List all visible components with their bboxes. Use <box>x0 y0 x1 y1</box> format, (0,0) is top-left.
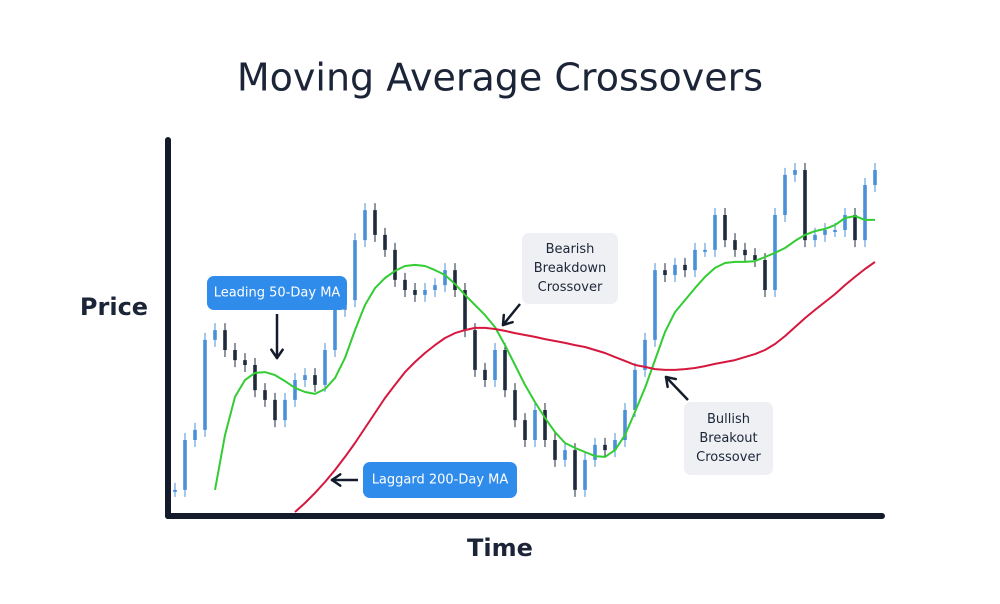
annotation-arrowhead <box>664 375 669 389</box>
annotation-text: Crossover <box>696 450 761 465</box>
candle-body <box>683 264 687 271</box>
candle-body <box>273 399 277 421</box>
candle-body <box>693 249 697 271</box>
candle-body <box>723 215 727 241</box>
candle-body <box>373 210 377 235</box>
candle-body <box>563 450 567 460</box>
annotation-text: Laggard 200-Day MA <box>372 473 509 488</box>
annotation-box <box>522 233 618 304</box>
moving-average-line <box>214 215 875 491</box>
candle-body <box>333 309 337 350</box>
candle-body <box>173 489 177 492</box>
annotation-arrowhead <box>501 313 506 327</box>
candle-body <box>303 375 307 380</box>
moving-average-line <box>294 261 876 513</box>
candle-body <box>743 249 747 256</box>
candle-body <box>463 290 467 331</box>
annotation-text: Breakdown <box>534 261 607 276</box>
candle-body <box>443 270 447 286</box>
candle-body <box>673 264 677 275</box>
candle-body <box>633 369 637 410</box>
candle-body <box>783 174 787 215</box>
candle-body <box>393 249 397 280</box>
candle-body <box>873 170 877 185</box>
candle-body <box>523 420 527 440</box>
candle-body <box>763 260 767 290</box>
annotation-arrow <box>502 303 521 326</box>
candle-body <box>793 170 797 175</box>
annotation-arrowhead <box>330 473 342 482</box>
candle-body <box>423 290 427 295</box>
candle-body <box>473 330 477 370</box>
annotation-text: Breakout <box>699 431 757 446</box>
candle-body <box>183 440 187 490</box>
candle-body <box>263 390 267 400</box>
candle-body <box>813 234 817 241</box>
candle-body <box>833 230 837 232</box>
annotation-text: Bullish <box>707 412 750 427</box>
candle-body <box>713 215 717 250</box>
annotation-text: Crossover <box>538 280 603 295</box>
candle-body <box>533 410 537 440</box>
candle-body <box>623 410 627 440</box>
candle-body <box>863 185 867 241</box>
candle-body <box>753 255 757 260</box>
candle-body <box>413 290 417 295</box>
annotation-arrowhead <box>501 320 514 327</box>
candle-body <box>843 215 847 230</box>
annotation-text: Leading 50-Day MA <box>214 286 341 301</box>
candle-body <box>453 270 457 290</box>
candle-body <box>803 170 807 241</box>
candle-body <box>853 215 857 241</box>
candle-body <box>403 279 407 290</box>
candle-body <box>353 240 357 301</box>
candle-body <box>313 375 317 385</box>
candle-body <box>223 330 227 350</box>
chart-title: Moving Average Crossovers <box>237 56 763 100</box>
candle-body <box>703 249 707 252</box>
annotation-box <box>684 402 773 475</box>
candle-body <box>553 440 557 460</box>
candle-body <box>543 410 547 440</box>
candle-body <box>283 399 287 421</box>
annotations: Leading 50-Day MA Bearish Breakdown Crossov… <box>207 233 773 498</box>
candle-body <box>573 450 577 490</box>
candle-body <box>243 360 247 365</box>
candle-body <box>293 380 297 400</box>
candle-body <box>203 339 207 430</box>
candle-body <box>483 369 487 380</box>
annotation-box <box>363 462 517 498</box>
annotation-arrowhead <box>664 375 678 381</box>
annotation-text: Bearish <box>546 242 595 257</box>
candle-body <box>603 444 607 451</box>
candle-body <box>733 240 737 250</box>
candle-body <box>593 444 597 460</box>
candle-body <box>823 230 827 235</box>
candle-body <box>383 234 387 250</box>
candle-body <box>643 339 647 370</box>
candle-body <box>433 285 437 290</box>
candle-body <box>323 350 327 385</box>
candle-body <box>193 429 197 440</box>
candle-body <box>503 350 507 391</box>
annotation-box <box>207 276 347 310</box>
annotation-arrowhead <box>330 478 342 487</box>
candle-body <box>213 330 217 340</box>
annotation-arrow <box>665 376 689 401</box>
candle-body <box>363 210 367 241</box>
candle-body <box>653 270 657 340</box>
y-axis-label: Price <box>80 293 148 321</box>
annotation-arrowhead <box>275 348 284 360</box>
candle-body <box>233 350 237 361</box>
candle-body <box>583 459 587 490</box>
candle-body <box>493 350 497 380</box>
candle-body <box>663 270 667 275</box>
candle-body <box>253 365 257 391</box>
annotation-arrowhead <box>270 348 279 360</box>
candle-body <box>513 390 517 421</box>
candle-body <box>613 440 617 451</box>
x-axis-label: Time <box>467 534 533 562</box>
